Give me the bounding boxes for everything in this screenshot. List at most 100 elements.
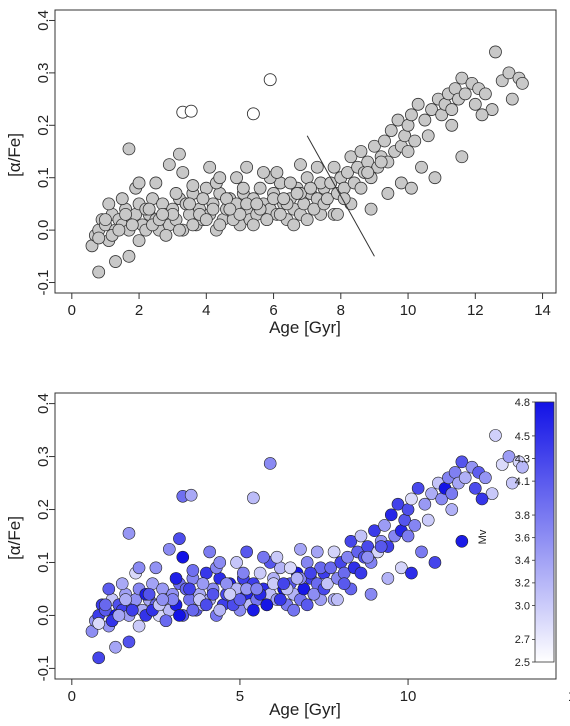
bottom-data-point: [126, 603, 139, 617]
top-open-point: [263, 73, 277, 87]
top-data-point: [196, 192, 210, 206]
bottom-data-point: [284, 561, 297, 575]
bottom-data-point: [381, 572, 395, 585]
top-data-point: [327, 160, 341, 174]
colorbar-tick-label: 2.7: [515, 634, 530, 646]
top-data-point: [142, 202, 156, 216]
bottom-data-point: [186, 603, 200, 617]
top-data-point: [320, 192, 334, 206]
bottom-data-point: [378, 519, 391, 532]
top-data-point: [405, 181, 418, 195]
bottom-data-point: [425, 487, 438, 500]
top-x-axis-label: Age [Gyr]: [269, 318, 341, 337]
bottom-data-point: [304, 566, 317, 580]
bottom-data-point: [233, 593, 247, 606]
bottom-data-point: [92, 617, 106, 630]
top-data-point: [354, 181, 368, 195]
bottom-data-point: [479, 471, 492, 485]
bottom-data-point: [408, 519, 422, 532]
bottom-data-point: [263, 457, 277, 470]
top-data-point: [169, 187, 183, 200]
bottom-data-point: [405, 492, 418, 506]
bottom-y-axis-label: [α/Fe]: [5, 516, 24, 560]
bottom-data-point: [516, 460, 529, 474]
bottom-data-point: [260, 598, 274, 612]
top-data-point: [273, 207, 287, 221]
top-data-point: [223, 202, 237, 216]
bottom-data-point: [300, 556, 314, 569]
bottom-data-point: [374, 540, 388, 553]
top-data-point: [176, 166, 190, 179]
bottom-data-point: [361, 550, 375, 564]
top-data-point: [391, 113, 405, 127]
bottom-data-point: [364, 587, 378, 601]
top-data-point: [122, 142, 136, 156]
top-x-tick-label: 12: [467, 302, 484, 319]
top-y-tick-label: 0.1: [35, 167, 52, 188]
top-data-point: [374, 155, 388, 169]
bottom-data-point: [300, 598, 314, 612]
top-data-point: [304, 181, 317, 195]
top-data-point: [290, 187, 304, 200]
bottom-y-tick-label: 0.1: [35, 552, 52, 573]
top-data-point: [149, 176, 163, 190]
bottom-data-point: [240, 545, 253, 559]
bottom-data-point: [149, 561, 163, 575]
bottom-data-point: [354, 529, 368, 543]
top-data-point: [364, 202, 378, 216]
top-data-point: [283, 176, 297, 190]
top-data-point: [428, 171, 442, 185]
bottom-data-point: [294, 542, 307, 556]
bottom-data-point: [99, 598, 112, 612]
bottom-data-point: [273, 593, 287, 606]
top-x-tick-label: 0: [68, 302, 76, 319]
top-data-point: [159, 228, 173, 242]
top-data-point: [183, 197, 196, 211]
top-data-point: [489, 45, 502, 59]
top-data-point: [92, 265, 106, 279]
top-data-point: [354, 145, 368, 158]
top-data-point: [186, 179, 200, 192]
top-y-tick-label: 0.4: [35, 10, 52, 31]
top-data-point: [240, 160, 254, 174]
bottom-data-point: [475, 492, 489, 506]
top-data-point: [250, 197, 264, 211]
colorbar-tick-label: 4.3: [515, 453, 530, 465]
top-data-point: [206, 202, 220, 216]
top-x-tick-label: 2: [135, 302, 143, 319]
bottom-data-point: [310, 545, 324, 559]
bottom-data-point: [213, 556, 227, 569]
top-data-point: [381, 187, 395, 200]
bottom-x-tick-label: 0: [68, 688, 76, 705]
top-data-point: [186, 218, 200, 232]
top-data-point: [236, 181, 250, 195]
bottom-data-point: [196, 577, 210, 590]
top-data-point: [213, 218, 227, 232]
top-data-point: [307, 202, 321, 216]
top-data-point: [287, 218, 301, 232]
top-data-point: [408, 134, 422, 148]
bottom-data-point: [184, 488, 198, 502]
bottom-data-point: [257, 550, 270, 564]
bottom-data-point: [102, 582, 116, 596]
bottom-data-point: [469, 482, 482, 495]
top-data-point: [405, 108, 418, 122]
top-data-point: [445, 118, 459, 132]
bottom-data-point: [112, 609, 126, 622]
top-y-tick-label: -0.1: [35, 270, 52, 296]
top-y-tick-label: 0.0: [35, 220, 52, 241]
bottom-x-tick-label: 15: [568, 688, 570, 705]
bottom-data-point: [287, 603, 301, 617]
top-data-point: [415, 160, 428, 174]
bottom-data-point: [159, 614, 173, 628]
bottom-data-point: [223, 587, 237, 601]
bottom-data-point: [428, 556, 442, 569]
bottom-x-tick-label: 10: [400, 688, 417, 705]
bottom-data-point: [395, 561, 408, 575]
top-data-point: [478, 87, 492, 101]
top-data-point: [401, 145, 415, 158]
bottom-data-point: [173, 532, 186, 545]
top-open-point: [184, 104, 198, 118]
colorbar-ticks: 2.5 2.7 3.0 3.2 3.4 3.6 3.8 4.1 4.3 4.5 4.8: [515, 397, 535, 669]
